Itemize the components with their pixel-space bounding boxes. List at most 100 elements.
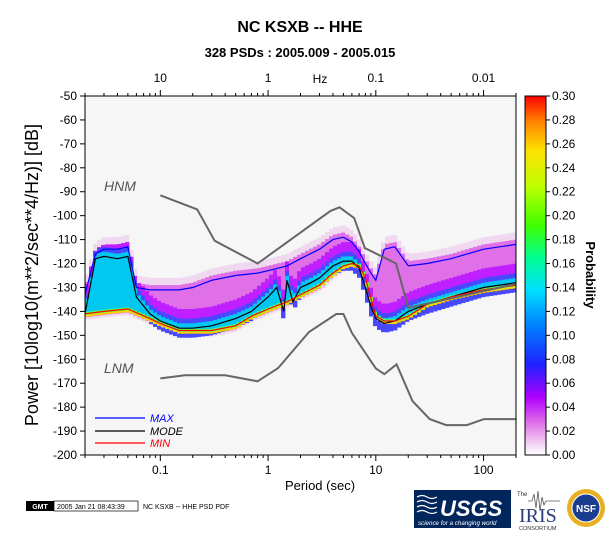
density-cell — [353, 265, 358, 268]
colorbar-tick-label: 0.14 — [552, 280, 576, 294]
density-cell — [509, 278, 514, 286]
density-cell — [257, 300, 262, 313]
density-cell — [265, 310, 270, 313]
density-cell — [289, 300, 294, 303]
density-cell — [437, 301, 442, 304]
density-cell — [209, 275, 214, 335]
density-cell — [173, 330, 178, 333]
density-cell — [317, 286, 322, 289]
density-cell — [137, 295, 142, 314]
density-cell — [309, 290, 314, 293]
density-cell — [157, 323, 162, 326]
density-cell — [425, 299, 430, 305]
density-cell — [161, 325, 166, 328]
density-cell — [397, 313, 402, 320]
density-cell — [393, 316, 398, 321]
density-cell — [441, 300, 446, 303]
density-cell — [453, 291, 458, 297]
density-cell — [421, 259, 426, 311]
mode-line — [85, 255, 516, 329]
density-cell — [233, 327, 238, 329]
density-cell — [433, 297, 438, 302]
density-cell — [425, 305, 430, 308]
colorbar-tick-label: 0.18 — [552, 233, 576, 247]
density-cell — [509, 287, 514, 289]
density-cell — [369, 268, 374, 303]
density-cell — [189, 323, 194, 331]
density-cell — [197, 322, 202, 331]
colorbar-tick-label: 0.20 — [552, 209, 576, 223]
density-cell — [85, 298, 90, 314]
density-cell — [345, 266, 350, 269]
density-cell — [433, 303, 438, 305]
density-cell — [489, 281, 494, 289]
density-cell — [325, 279, 330, 282]
density-cell — [497, 288, 502, 291]
density-cell — [121, 310, 126, 313]
max-line — [85, 236, 516, 295]
density-cell — [465, 287, 470, 294]
density-cell — [121, 252, 126, 310]
density-cell — [505, 279, 510, 287]
density-cell — [305, 279, 310, 292]
density-cell — [261, 296, 266, 312]
density-cell — [445, 254, 450, 302]
density-cell — [365, 273, 370, 286]
iris-logo: The IRIS CONSORTIUM — [517, 490, 560, 532]
density-cell — [237, 312, 242, 324]
density-cell — [249, 317, 254, 320]
colorbar-label: Probability — [583, 241, 598, 309]
density-cell — [361, 261, 366, 275]
density-cell — [169, 320, 174, 328]
density-cell — [513, 286, 516, 289]
density-cell — [93, 313, 98, 316]
usgs-logo: USGS science for a changing world — [414, 490, 511, 528]
colorbar-tick-label: 0.06 — [552, 376, 576, 390]
y-tick-label: -80 — [60, 161, 78, 175]
density-cell — [85, 314, 90, 317]
density-cell — [277, 306, 282, 308]
density-cell — [141, 300, 146, 316]
density-cell — [253, 303, 258, 315]
colorbar-tick-label: 0.16 — [552, 257, 576, 271]
density-cell — [301, 281, 306, 294]
density-cell — [197, 280, 202, 335]
density-cell — [213, 331, 218, 334]
density-cell — [321, 269, 326, 282]
y-tick-label: -180 — [53, 400, 77, 414]
density-cell — [349, 256, 354, 264]
density-cell — [489, 289, 494, 292]
density-cell — [381, 249, 386, 324]
density-cell — [129, 311, 134, 314]
x-axis: 0.1 1 10 100 — [84, 455, 517, 477]
colorbar-tick-label: 0.22 — [552, 185, 576, 199]
hnm-label: HNM — [104, 178, 136, 194]
chart-subtitle: 328 PSDs : 2005.009 - 2005.015 — [205, 45, 396, 60]
density-cell — [425, 258, 430, 308]
density-cell — [89, 314, 94, 317]
legend-min-label: MIN — [150, 438, 170, 450]
min-line — [85, 262, 516, 332]
density-cell — [461, 250, 466, 299]
colorbar-tick-label: 0.02 — [552, 424, 576, 438]
density-cell — [89, 277, 94, 314]
colorbar-tick-label: 0.12 — [552, 304, 576, 318]
colorbar-tick-label: 0.28 — [552, 113, 576, 127]
density-cell — [413, 313, 418, 316]
density-cell — [397, 247, 402, 324]
density-cell — [461, 288, 466, 295]
density-cell — [229, 327, 234, 330]
density-cell — [389, 317, 394, 321]
density-cell — [393, 242, 398, 325]
density-cell — [309, 277, 314, 290]
density-cell — [193, 323, 198, 331]
y-tick-label: -190 — [53, 424, 77, 438]
density-cell — [373, 274, 378, 317]
density-cell — [473, 285, 478, 292]
density-cell — [389, 242, 394, 325]
density-cell — [93, 256, 98, 313]
density-cell — [193, 331, 198, 334]
density-cell — [505, 287, 510, 290]
density-cell — [165, 318, 170, 326]
